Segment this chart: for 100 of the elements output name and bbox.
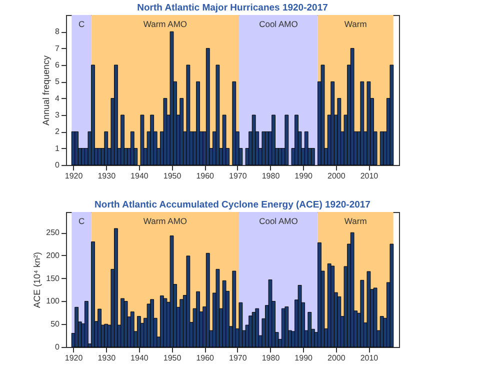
x-tick-label: 1970 <box>229 172 248 180</box>
bar <box>216 64 220 166</box>
x-tick-label: 1980 <box>262 172 280 180</box>
band-label: C <box>78 216 85 226</box>
chart-title: North Atlantic Major Hurricanes 1920-2017 <box>137 2 328 14</box>
bar <box>350 232 354 348</box>
bar <box>337 296 342 348</box>
x-tick-label: 1990 <box>294 354 314 362</box>
bar <box>310 148 315 166</box>
x-tick-label: 1990 <box>294 172 314 180</box>
x-tick-label: 2010 <box>360 172 379 180</box>
bar <box>320 64 325 166</box>
y-tick-label: 0 <box>55 160 60 170</box>
bar <box>186 256 190 348</box>
band-label: C <box>78 19 85 29</box>
bar <box>232 81 236 166</box>
x-tick-label: 2000 <box>328 172 346 180</box>
x-tick-label: 1960 <box>196 354 215 362</box>
band-label: Warm <box>344 19 367 29</box>
x-tick-label: 1920 <box>64 172 84 180</box>
bar <box>74 131 79 166</box>
y-tick-label: 100 <box>46 296 60 306</box>
bar <box>308 312 312 348</box>
bar <box>150 299 154 348</box>
x-tick-label: 1950 <box>163 354 182 362</box>
bar <box>98 148 102 166</box>
bar <box>163 298 168 348</box>
y-tick-label: 1 <box>55 144 60 153</box>
chart-title: North Atlantic Accumulated Cyclone Energy (ACE) 1920-2017 <box>94 200 370 210</box>
bar <box>272 114 276 166</box>
bar <box>255 308 260 348</box>
bar <box>284 306 289 348</box>
bar <box>150 114 154 166</box>
bar <box>140 114 144 166</box>
bar <box>350 48 354 166</box>
bar <box>390 244 394 348</box>
bar <box>130 131 134 166</box>
y-tick-label: 0 <box>55 342 60 352</box>
x-tick-label: 1950 <box>163 172 182 180</box>
band-label: Cool AMO <box>259 19 298 29</box>
y-tick-label: 6 <box>55 60 60 70</box>
bar <box>360 81 364 166</box>
bar <box>91 64 95 166</box>
x-tick-label: 1980 <box>262 354 280 362</box>
bar <box>248 316 252 348</box>
bar <box>196 81 200 166</box>
bar <box>180 299 184 348</box>
bar <box>84 300 88 348</box>
y-axis-title: Annual frequency <box>41 54 52 126</box>
bar <box>390 64 394 166</box>
bar <box>120 114 124 166</box>
bar <box>91 241 95 348</box>
x-tick-label: 1970 <box>229 354 248 362</box>
y-tick-label: 3 <box>55 110 60 120</box>
band-label: Cool AMO <box>259 216 298 226</box>
bar <box>130 312 134 348</box>
y-tick-label: 50 <box>50 320 60 329</box>
bar <box>284 114 289 166</box>
x-tick-label: 1940 <box>130 172 149 180</box>
bar <box>98 308 102 348</box>
bar <box>318 242 322 348</box>
bar <box>163 98 168 166</box>
y-tick-label: 8 <box>55 27 60 36</box>
x-tick-label: 1930 <box>98 354 116 362</box>
bar <box>366 81 371 166</box>
bar <box>206 48 210 166</box>
bar <box>373 288 378 348</box>
y-tick-label: 150 <box>46 274 60 283</box>
y-tick-label: 5 <box>55 77 60 86</box>
bar <box>366 271 371 348</box>
bar <box>262 131 266 166</box>
bar <box>337 98 342 166</box>
bar <box>304 131 308 166</box>
x-tick-label: 2000 <box>328 354 346 362</box>
bar <box>268 279 272 348</box>
bar <box>81 148 86 166</box>
bar <box>238 302 243 348</box>
y-axis-title: ACE (10⁴ kn²) <box>32 252 42 308</box>
bar <box>120 298 124 348</box>
bar <box>278 148 282 166</box>
x-tick-label: 1920 <box>64 354 84 362</box>
bar <box>104 131 108 166</box>
y-tick-label: 4 <box>55 94 60 103</box>
x-tick-label: 1930 <box>98 172 116 180</box>
bar <box>104 324 108 348</box>
bar <box>114 64 118 166</box>
x-tick-label: 1940 <box>130 354 149 362</box>
y-tick-label: 250 <box>46 228 60 238</box>
bar <box>196 291 200 348</box>
bar <box>294 114 298 166</box>
bar <box>114 228 118 348</box>
bar <box>206 252 210 348</box>
bar <box>330 81 335 166</box>
y-tick-label: 7 <box>55 44 60 53</box>
band-label: Warm AMO <box>143 216 188 226</box>
x-tick-label: 2010 <box>360 354 379 362</box>
bar <box>216 268 220 348</box>
bar <box>232 270 236 348</box>
bar <box>360 280 364 348</box>
x-tick-label: 1960 <box>196 172 215 180</box>
